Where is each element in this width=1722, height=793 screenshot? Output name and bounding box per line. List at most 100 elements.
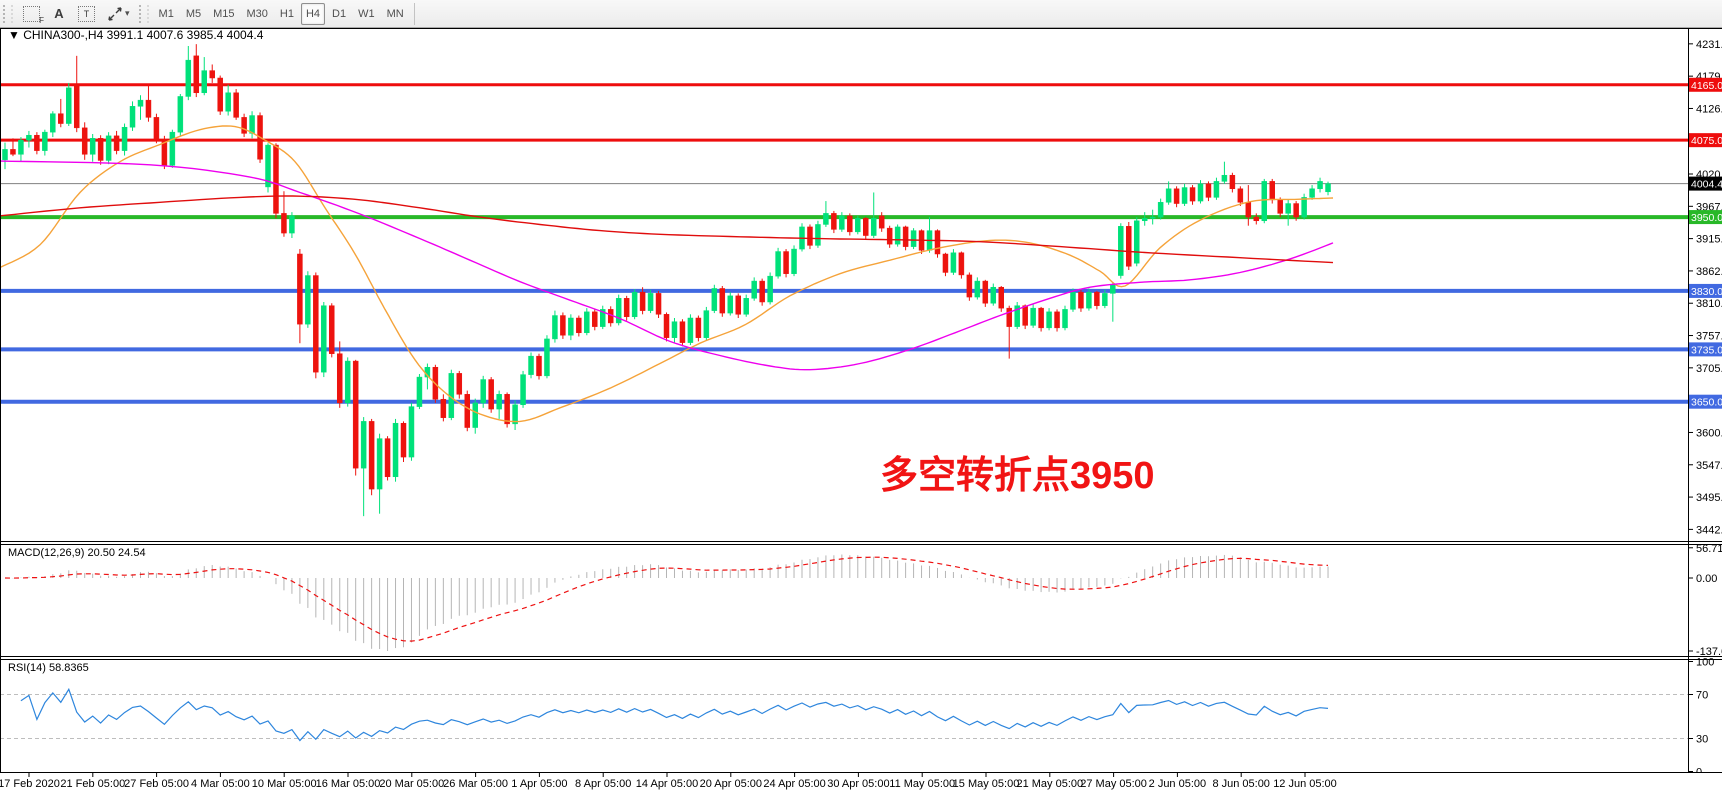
candle-body [416, 376, 423, 407]
candle-body [1078, 291, 1084, 309]
badge-bg [1689, 394, 1722, 409]
candle-body [1054, 311, 1060, 329]
candle-body [647, 293, 654, 311]
candle-body [1285, 203, 1291, 214]
price-tick-label: 3600.0 [1696, 427, 1722, 439]
badge-bg [1689, 133, 1722, 148]
candle-body [600, 309, 606, 327]
candle-body [145, 99, 152, 118]
annotation-text[interactable]: 多空转折点3950 [880, 455, 1155, 497]
timeframe-button-M30[interactable]: M30 [246, 7, 268, 20]
candle-body [568, 317, 574, 336]
candle-body [807, 226, 813, 246]
toolbar-grip-icon[interactable] [3, 4, 13, 23]
candle-body [321, 305, 327, 373]
candle-body [368, 421, 375, 490]
candle-body [1070, 291, 1076, 310]
time-label: 8 Apr 05:00 [575, 778, 631, 790]
candle-body [73, 84, 80, 129]
timeframe-button-M15[interactable]: M15 [213, 7, 235, 20]
candle-body [1094, 291, 1100, 306]
candle-body [480, 379, 486, 404]
candle-body [775, 251, 781, 277]
timeframe-button-MN[interactable]: MN [386, 7, 404, 20]
candle-body [456, 373, 463, 395]
timeframe-button-M1[interactable]: M1 [158, 7, 174, 20]
candle-body [751, 280, 757, 299]
candle-body [1046, 311, 1052, 329]
toolbar-grip-icon[interactable] [138, 4, 149, 23]
price-tick-label: 3757.5 [1696, 331, 1722, 343]
candle-body [815, 224, 821, 246]
price-axis[interactable]: 4231.54179.04126.54020.03967.53915.03862… [1688, 39, 1722, 537]
candle-body [1277, 199, 1283, 214]
price-tick-label: 4231.5 [1696, 39, 1722, 51]
badge-bg [1689, 210, 1722, 225]
arrows-object-tool-button[interactable]: ▾ [102, 3, 135, 25]
candle-body [592, 311, 598, 327]
pane-borders [0, 28, 1722, 773]
candle-body [735, 295, 741, 315]
candle-body [711, 288, 718, 311]
time-label: 2 Jun 05:00 [1149, 778, 1207, 790]
timeframe-button-H1[interactable]: H1 [279, 7, 294, 20]
time-label: 17 Feb 2020 [0, 778, 60, 790]
candle-body [329, 305, 335, 354]
time-label: 20 Mar 05:00 [379, 778, 444, 790]
indicators-tool-button[interactable]: F [18, 3, 45, 25]
ma-mid-magenta[interactable] [0, 160, 1334, 371]
candle-body [209, 70, 215, 79]
ma-fast-orange[interactable] [0, 125, 1334, 423]
ma-slow-red[interactable] [0, 195, 1334, 264]
candle-body [791, 248, 797, 274]
price-tick-label: 3810.0 [1696, 298, 1722, 310]
timeframe-button-D1[interactable]: D1 [332, 7, 347, 20]
dropdown-caret-icon: ▾ [125, 8, 130, 18]
candle-body [225, 92, 231, 112]
candle-body [137, 99, 144, 107]
chart-background [0, 28, 1722, 793]
candle-body [18, 139, 24, 155]
candle-body [352, 360, 359, 469]
timeframe-button-M5[interactable]: M5 [185, 7, 202, 20]
candle-body [655, 293, 662, 315]
candle-body [743, 298, 749, 315]
chart-canvas[interactable]: 多空转折点3950 ▼ CHINA300-,H4 3991.1 4007.6 39… [0, 28, 1722, 793]
badge-text: 4165.0 [1691, 80, 1722, 92]
candle-body [584, 311, 590, 334]
timeframe-button-H4[interactable]: H4 [300, 2, 326, 25]
text-box-tool-button[interactable]: T [73, 3, 100, 25]
candle-body [727, 295, 734, 314]
price-tick-label: 3495.0 [1696, 492, 1722, 504]
price-level-badge: 3830.0 [1689, 283, 1722, 298]
candle-body [902, 226, 909, 247]
candle-body [910, 230, 917, 247]
candle-body [1173, 188, 1180, 204]
price-tick-label: 3442.5 [1696, 524, 1722, 536]
candle-body [1149, 216, 1156, 219]
text-label-tool-button[interactable]: A [47, 3, 71, 25]
badge-bg [1689, 77, 1722, 92]
candle-body [193, 55, 200, 94]
price-level-badge: 4004.4 [1689, 176, 1722, 191]
candle-body [1301, 197, 1307, 218]
badge-bg [1689, 176, 1722, 191]
rsi-tick-label: 70 [1696, 690, 1708, 702]
candle-body [273, 144, 279, 214]
candle-body [998, 286, 1004, 309]
candle-body [894, 226, 901, 245]
candle-body [1205, 183, 1212, 198]
candle-body [863, 218, 869, 236]
candle-body [823, 213, 829, 225]
toolbar-separator [413, 2, 415, 25]
candle-body [528, 355, 534, 375]
candle-body [113, 135, 120, 151]
candle-body [982, 280, 989, 304]
timeframe-button-W1[interactable]: W1 [358, 7, 375, 20]
diagonal-arrows-icon [108, 6, 122, 21]
price-tick-label: 4126.5 [1696, 103, 1722, 115]
candle-body [34, 134, 40, 151]
time-label: 20 Apr 05:00 [700, 778, 762, 790]
